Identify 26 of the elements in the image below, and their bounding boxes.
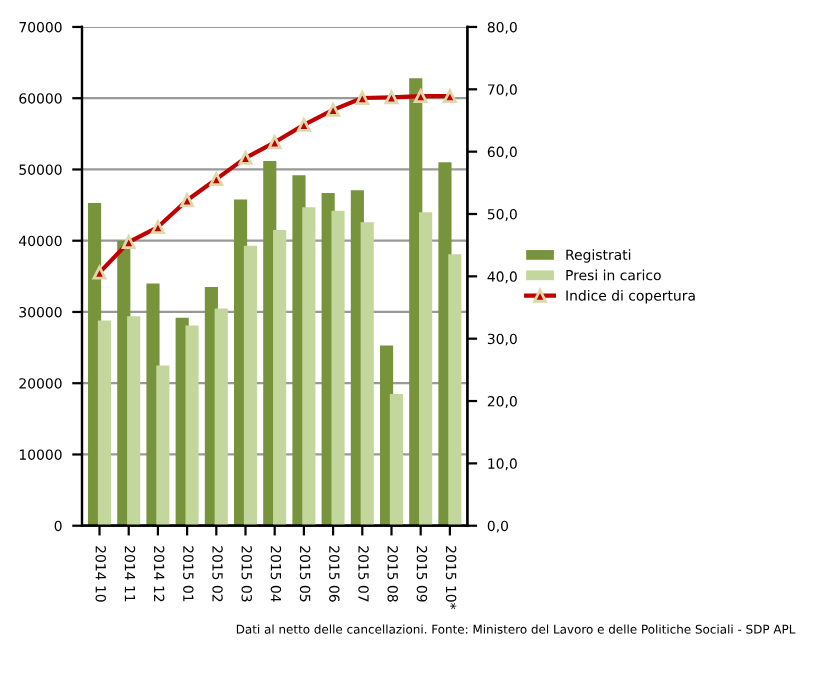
point — [384, 90, 399, 105]
bar — [448, 254, 462, 526]
point — [326, 102, 341, 117]
bar — [127, 316, 141, 526]
point — [296, 117, 311, 132]
bar — [185, 325, 199, 526]
bar — [97, 320, 112, 526]
point — [180, 193, 195, 208]
bar — [243, 245, 257, 526]
point — [355, 91, 370, 105]
bar — [419, 212, 433, 526]
bar — [331, 210, 345, 526]
point — [267, 135, 282, 150]
bar — [389, 393, 403, 526]
point — [413, 89, 428, 104]
bar — [302, 207, 316, 526]
bar — [156, 365, 170, 526]
point — [121, 235, 136, 249]
bar — [360, 222, 374, 526]
bar — [214, 308, 228, 526]
point — [238, 150, 253, 165]
point — [209, 172, 224, 187]
point — [442, 89, 457, 104]
bar — [273, 230, 287, 526]
point — [150, 220, 165, 235]
point — [92, 265, 107, 280]
